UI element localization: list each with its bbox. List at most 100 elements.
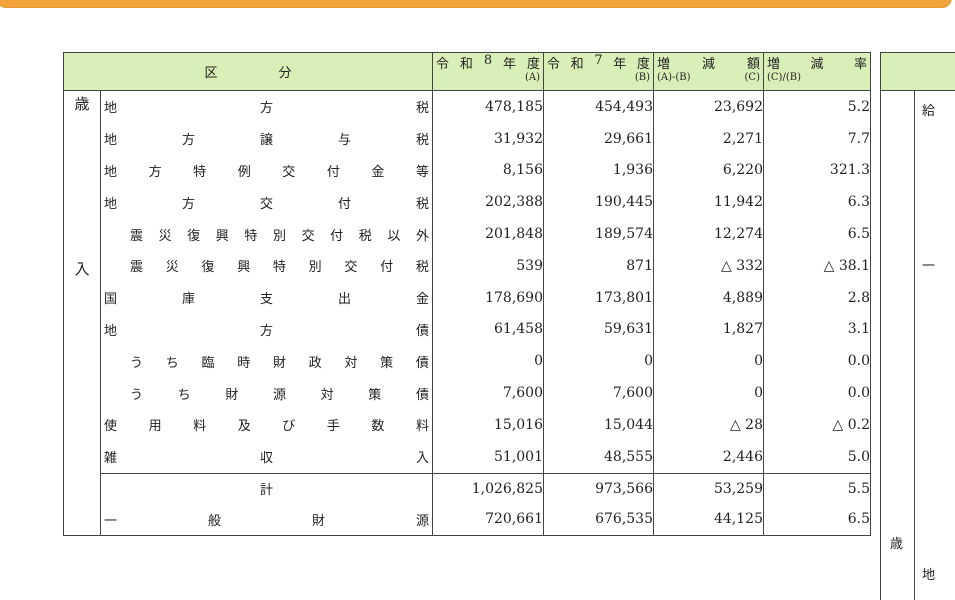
char: 時: [237, 355, 251, 371]
value-cell: 23,692: [653, 90, 764, 123]
value-cell: 7,600: [432, 377, 544, 409]
row-label: うち財源対策債: [101, 384, 432, 403]
value-cell: 5.2: [763, 90, 871, 123]
value-cell: 173,801: [543, 281, 654, 314]
value-cell: △ 38.1: [763, 249, 871, 282]
header-row: 区分令和 8 年度 (A) 令和 7 年度 (B) 増減額 (A)-(B) (C) 増減率 (C)/(B…: [63, 52, 871, 91]
label-cell: 雑収入: [100, 440, 433, 474]
row-label: うち臨時財政対策債: [101, 352, 432, 371]
header-cell: 増 減 率 (C)/(B): [763, 52, 871, 91]
section-cell: 歳入: [63, 90, 101, 536]
value-cell: 0.0: [763, 345, 871, 378]
char: 災: [165, 260, 179, 276]
column-title: 増減率: [764, 53, 870, 72]
char: 方: [148, 164, 162, 180]
char: 度: [636, 57, 650, 72]
char: 特: [244, 228, 258, 244]
char: 等: [415, 164, 429, 180]
char: 入: [74, 260, 90, 278]
table-row: 地 方 債 61,458 59,631 1,827 3.1: [64, 313, 871, 346]
value-cell: 15,016: [432, 408, 544, 441]
partial-cell: 歳: [890, 537, 904, 552]
value-cell: 1,026,825: [432, 472, 544, 505]
char: 減: [810, 57, 824, 72]
value-cell: △ 28: [653, 408, 764, 441]
char: 地: [104, 196, 118, 212]
value-cell: 1,936: [543, 154, 654, 187]
value-cell: 189,574: [543, 218, 654, 250]
char: う: [130, 355, 144, 371]
value-cell: 59,631: [543, 313, 654, 346]
char: 金: [415, 292, 429, 308]
column-formula: (C)/(B): [767, 72, 801, 83]
char: う: [130, 387, 144, 403]
char: 国: [104, 292, 118, 308]
value-cell: 973,566: [543, 472, 654, 505]
value-cell: 539: [432, 249, 544, 282]
char: 一: [104, 513, 118, 529]
char: 債: [415, 323, 429, 339]
value-cell: 29,661: [543, 122, 654, 155]
char: 支: [259, 292, 273, 308]
char: 使: [104, 419, 118, 435]
char: 料: [415, 419, 429, 435]
value-cell: △ 0.2: [763, 408, 871, 441]
value-cell: 454,493: [543, 90, 654, 123]
label-cell: 使用料及び手数料: [100, 408, 433, 441]
value-cell: 53,259: [653, 472, 764, 505]
label-cell: 震災復興特別交付税: [100, 249, 433, 282]
char: 交: [301, 228, 315, 244]
char: ち: [177, 387, 191, 403]
char: 減: [701, 57, 715, 72]
char: 和: [459, 57, 473, 72]
table-row: 震災復興特別交付税以外 201,848 189,574 12,274 6.5: [64, 218, 871, 250]
char: 数: [371, 419, 385, 435]
char: 年: [613, 57, 627, 72]
label-cell: 地方交付税: [100, 186, 433, 219]
label-cell: うち財源対策債: [100, 377, 433, 409]
table-row: うち臨時財政対策債 0 0 0 0.0: [64, 345, 871, 378]
value-cell: 321.3: [763, 154, 871, 187]
char: 年: [503, 57, 517, 72]
value-cell: 11,942: [653, 186, 764, 219]
top-band: [0, 0, 952, 8]
char: 税: [415, 260, 429, 276]
header-cell: 令和 7 年度 (B): [543, 52, 654, 91]
char: 率: [853, 57, 867, 72]
value-cell: 0: [432, 345, 544, 378]
char: 対: [320, 387, 334, 403]
row-label: 計: [259, 483, 273, 499]
char: 方: [259, 323, 273, 339]
partial-border: [880, 90, 881, 600]
partial-table: 給一歳地: [880, 52, 955, 600]
table-row: 計 1,026,825 973,566 53,259 5.5: [64, 472, 871, 505]
value-cell: 6.3: [763, 186, 871, 219]
value-cell: 6.5: [763, 504, 871, 536]
row-label: 一般財源: [101, 510, 432, 529]
header-cell: 区分: [63, 52, 433, 91]
label-cell: 国庫支出金: [100, 281, 433, 314]
row-label: 使用料及び手数料: [101, 415, 432, 434]
row-label: 地方税: [101, 97, 432, 116]
char: 譲: [259, 133, 273, 149]
row-label: 地方交付税: [101, 193, 432, 212]
char: 策: [368, 387, 382, 403]
value-cell: △ 332: [653, 249, 764, 282]
value-cell: 3.1: [763, 313, 871, 346]
value-cell: 2.8: [763, 281, 871, 314]
char: 交: [344, 260, 358, 276]
char: 般: [207, 513, 221, 529]
table-row: 地 方 特 例 交 付 金 等 8,156 1,936 6,220 321.3: [64, 154, 871, 187]
table-row: 歳入地方税 478,185 454,493 23,692 5.2: [63, 90, 871, 536]
column-note: (B): [634, 72, 650, 83]
label-cell: 震災復興特別交付税以外: [100, 218, 433, 250]
value-cell: 202,388: [432, 186, 544, 219]
char: 方: [181, 196, 195, 212]
char: 付: [380, 260, 394, 276]
char: 債: [415, 387, 429, 403]
table-row: 国 庫 支 出 金 178,690 173,801 4,889 2.8: [64, 281, 871, 314]
